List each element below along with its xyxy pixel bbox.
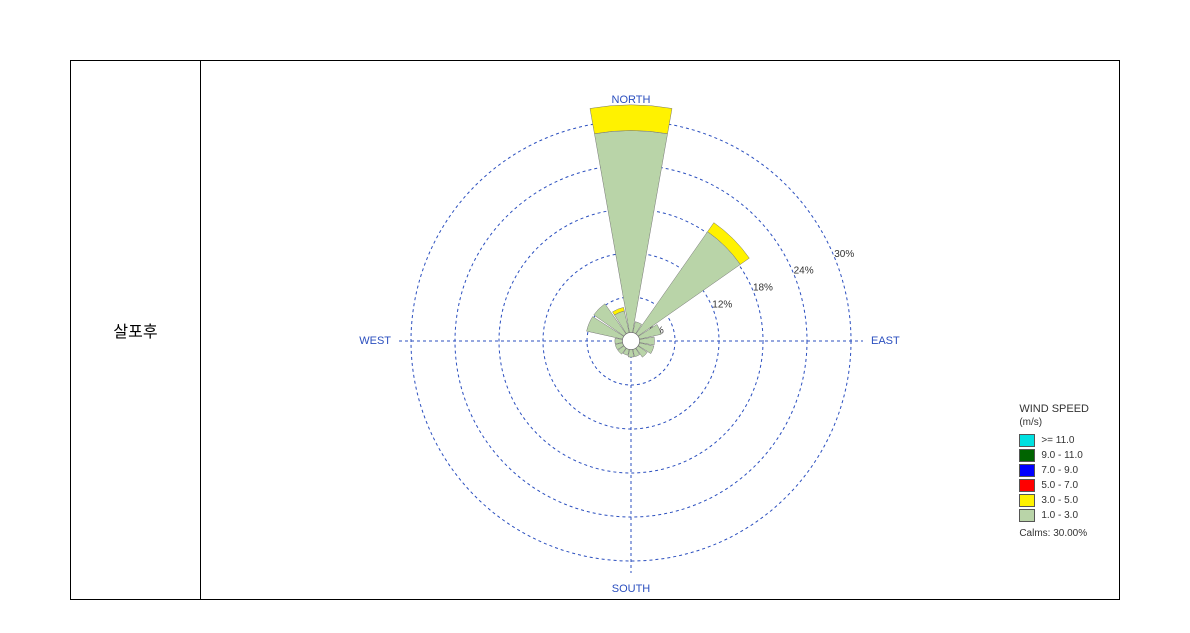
legend-label: 3.0 - 5.0	[1041, 495, 1078, 506]
legend-title: WIND SPEED	[1019, 403, 1089, 415]
legend-row: >= 11.0	[1019, 434, 1089, 447]
legend-row: 9.0 - 11.0	[1019, 449, 1089, 462]
svg-text:18%: 18%	[753, 282, 773, 293]
sidebar-cell: 살포후	[71, 61, 201, 599]
svg-text:SOUTH: SOUTH	[612, 583, 651, 595]
legend-label: 1.0 - 3.0	[1041, 510, 1078, 521]
legend-swatch	[1019, 449, 1035, 462]
legend-swatch	[1019, 464, 1035, 477]
legend-row: 5.0 - 7.0	[1019, 479, 1089, 492]
svg-text:NORTH: NORTH	[612, 94, 651, 106]
legend-label: 9.0 - 11.0	[1041, 450, 1083, 461]
legend-row: 1.0 - 3.0	[1019, 509, 1089, 522]
svg-text:24%: 24%	[794, 266, 814, 277]
chart-area: NORTHSOUTHEASTWEST0%12%18%24%30% WIND SP…	[201, 61, 1119, 599]
legend-label: >= 11.0	[1041, 435, 1074, 446]
legend-swatch	[1019, 494, 1035, 507]
svg-text:30%: 30%	[834, 249, 854, 260]
svg-text:EAST: EAST	[871, 335, 900, 347]
legend-calms: Calms: 30.00%	[1019, 528, 1089, 539]
legend-swatch	[1019, 434, 1035, 447]
table-cell-outer: 살포후 NORTHSOUTHEASTWEST0%12%18%24%30% WIN…	[70, 60, 1120, 600]
legend-swatch	[1019, 509, 1035, 522]
legend-label: 7.0 - 9.0	[1041, 465, 1078, 476]
legend-label: 5.0 - 7.0	[1041, 480, 1078, 491]
svg-text:12%: 12%	[712, 299, 732, 310]
wind-rose-chart: NORTHSOUTHEASTWEST0%12%18%24%30%	[201, 61, 1121, 599]
legend: WIND SPEED (m/s) >= 11.0 9.0 - 11.0 7.0 - …	[1019, 403, 1089, 539]
sidebar-label: 살포후	[113, 318, 157, 342]
legend-swatch	[1019, 479, 1035, 492]
legend-row: 3.0 - 5.0	[1019, 494, 1089, 507]
legend-row: 7.0 - 9.0	[1019, 464, 1089, 477]
svg-text:WEST: WEST	[359, 335, 391, 347]
legend-unit: (m/s)	[1019, 417, 1089, 428]
